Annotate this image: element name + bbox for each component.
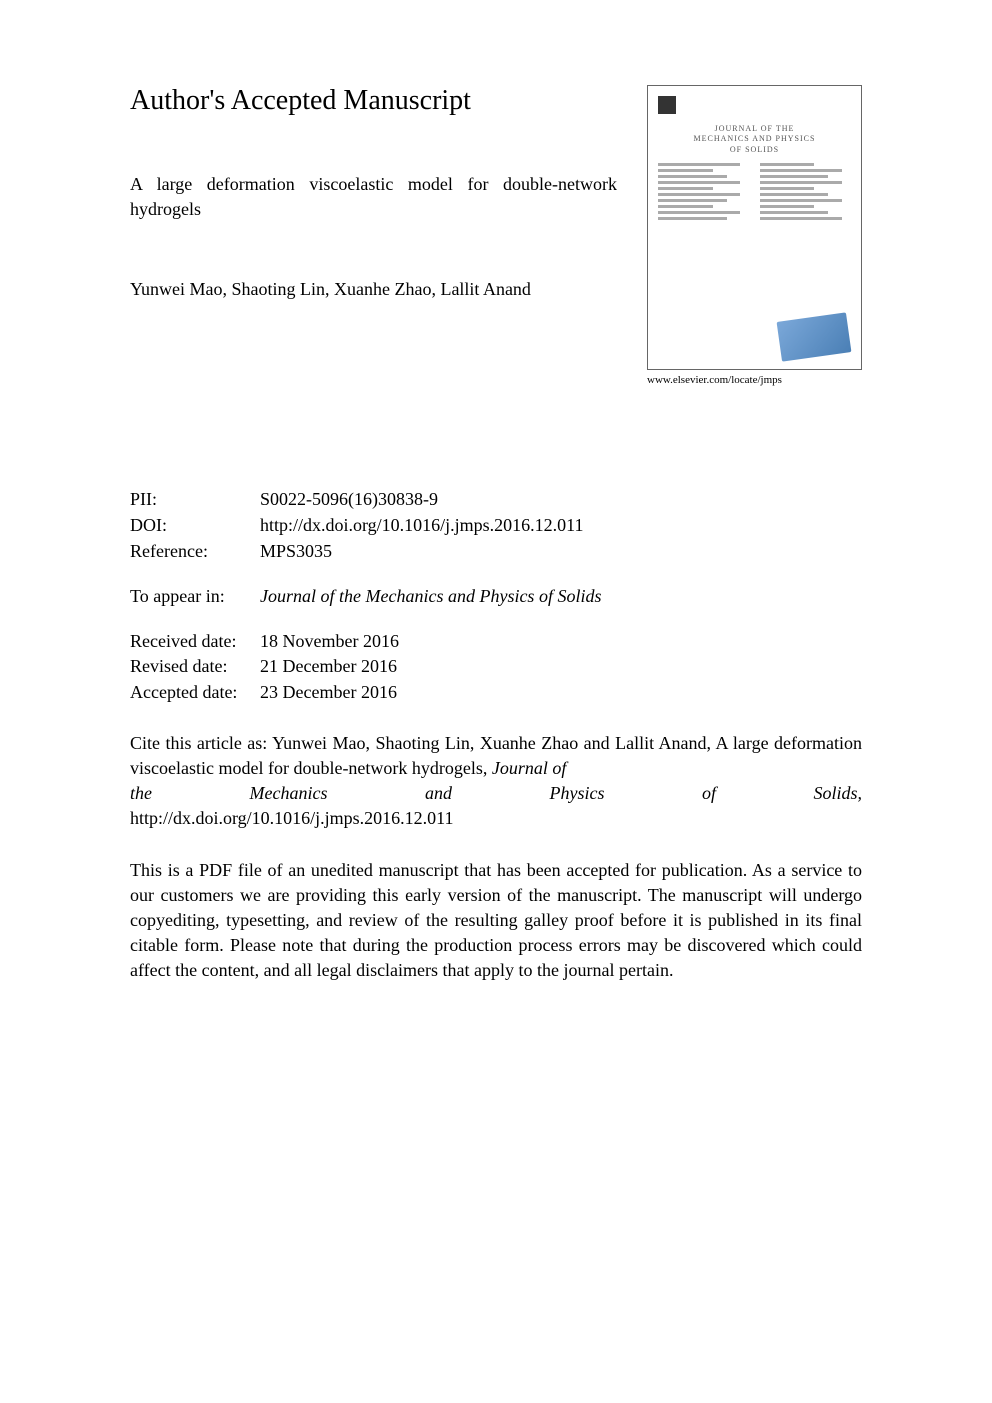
citation-word: of — [702, 783, 716, 803]
received-date-label: Received date: — [130, 629, 260, 654]
citation-word: Solids, — [814, 783, 863, 803]
journal-cover-wrapper: JOURNAL OF THE MECHANICS AND PHYSICS OF … — [647, 85, 862, 386]
citation-word: and — [425, 783, 452, 803]
cover-toc-column — [658, 163, 750, 223]
cover-toc-preview — [658, 163, 851, 223]
pii-value: S0022-5096(16)30838-9 — [260, 486, 862, 512]
cover-title-line: OF SOLIDS — [658, 145, 851, 155]
to-appear-row: To appear in: Journal of the Mechanics a… — [130, 586, 862, 607]
revised-date-value: 21 December 2016 — [260, 654, 397, 679]
cover-toc-column — [760, 163, 852, 223]
section-heading: Author's Accepted Manuscript — [130, 85, 617, 117]
citation-word: the — [130, 783, 152, 803]
received-date-row: Received date: 18 November 2016 — [130, 629, 862, 654]
citation-word: Physics — [550, 783, 605, 803]
reference-label: Reference: — [130, 538, 260, 564]
authors: Yunwei Mao, Shaoting Lin, Xuanhe Zhao, L… — [130, 277, 617, 302]
reference-row: Reference: MPS3035 — [130, 538, 862, 564]
citation-journal-line: the Mechanics and Physics of Solids, — [130, 781, 862, 806]
doi-value[interactable]: http://dx.doi.org/10.1016/j.jmps.2016.12… — [260, 512, 862, 538]
dates-block: Received date: 18 November 2016 Revised … — [130, 629, 862, 705]
accepted-date-value: 23 December 2016 — [260, 680, 397, 705]
cover-caption: www.elsevier.com/locate/jmps — [647, 374, 862, 386]
citation-doi[interactable]: http://dx.doi.org/10.1016/j.jmps.2016.12… — [130, 806, 862, 831]
header-left: Author's Accepted Manuscript A large def… — [130, 85, 647, 303]
revised-date-label: Revised date: — [130, 654, 260, 679]
cover-journal-title: JOURNAL OF THE MECHANICS AND PHYSICS OF … — [658, 124, 851, 155]
journal-cover-thumbnail: JOURNAL OF THE MECHANICS AND PHYSICS OF … — [647, 85, 862, 370]
citation-journal-first: Journal of — [492, 758, 567, 778]
disclaimer-text: This is a PDF file of an unedited manusc… — [130, 858, 862, 984]
identifiers-block: PII: S0022-5096(16)30838-9 DOI: http://d… — [130, 486, 862, 564]
sciencedirect-badge-icon — [777, 312, 852, 361]
accepted-date-row: Accepted date: 23 December 2016 — [130, 680, 862, 705]
header-row: Author's Accepted Manuscript A large def… — [130, 85, 862, 386]
accepted-date-label: Accepted date: — [130, 680, 260, 705]
pii-row: PII: S0022-5096(16)30838-9 — [130, 486, 862, 512]
pii-label: PII: — [130, 486, 260, 512]
doi-row: DOI: http://dx.doi.org/10.1016/j.jmps.20… — [130, 512, 862, 538]
to-appear-label: To appear in: — [130, 586, 260, 607]
cover-title-line: JOURNAL OF THE — [658, 124, 851, 134]
received-date-value: 18 November 2016 — [260, 629, 399, 654]
cover-title-line: MECHANICS AND PHYSICS — [658, 134, 851, 144]
doi-label: DOI: — [130, 512, 260, 538]
citation-block: Cite this article as: Yunwei Mao, Shaoti… — [130, 731, 862, 832]
reference-value: MPS3035 — [260, 538, 862, 564]
revised-date-row: Revised date: 21 December 2016 — [130, 654, 862, 679]
paper-title: A large deformation viscoelastic model f… — [130, 172, 617, 222]
to-appear-value: Journal of the Mechanics and Physics of … — [260, 586, 601, 607]
publisher-logo-icon — [658, 96, 676, 114]
citation-word: Mechanics — [250, 783, 328, 803]
